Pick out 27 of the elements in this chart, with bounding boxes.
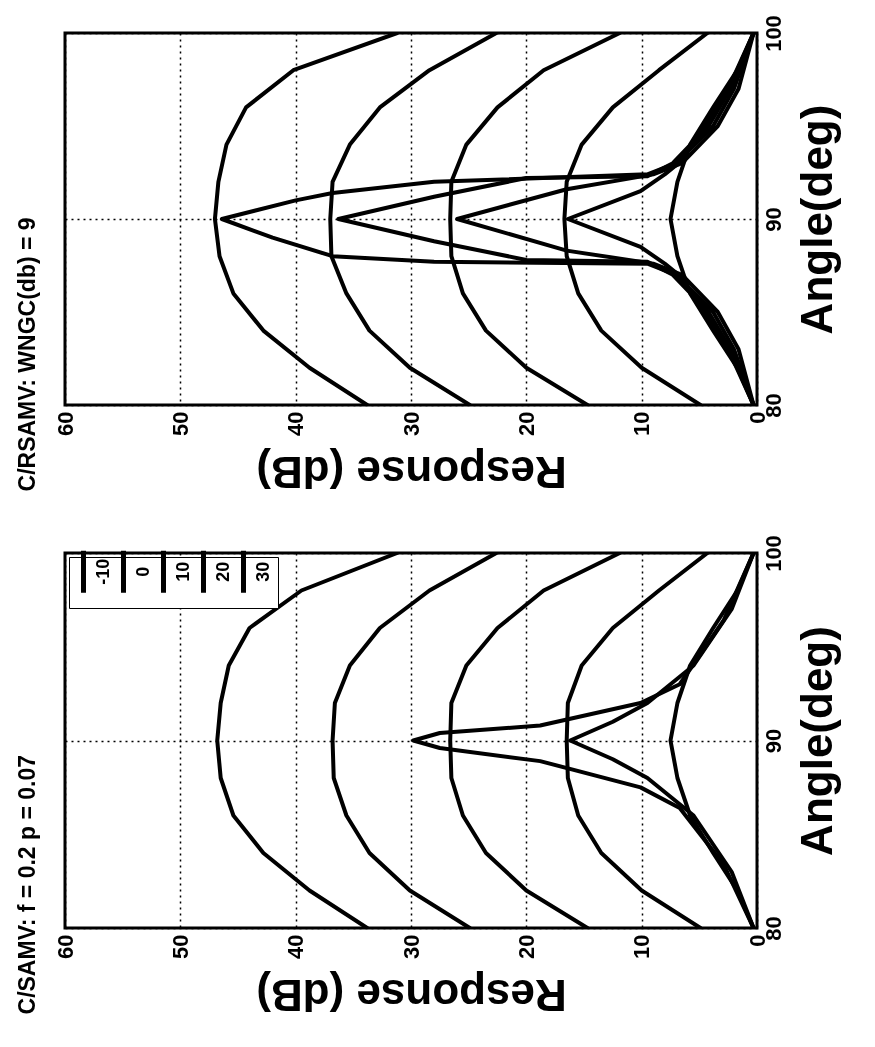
y-tick-label: 90 <box>760 728 786 754</box>
x-tick-label: 20 <box>513 411 539 436</box>
legend-label: 30 <box>253 561 273 582</box>
y-axis-title: Angle(deg) <box>791 104 841 335</box>
legend-label: 20 <box>213 561 233 582</box>
legend-label: -10 <box>93 558 113 585</box>
x-tick-label: 20 <box>513 934 539 959</box>
x-tick-label: 30 <box>398 934 424 959</box>
x-tick-label: 60 <box>52 934 78 959</box>
x-axis-title: Response (dB) <box>256 447 567 497</box>
text: C/SAMV: f = 0.2 p = 0.07 <box>14 754 40 1015</box>
legend-label: 0 <box>133 566 153 577</box>
y-axis-title: Angle(deg) <box>791 626 841 856</box>
legend-label: 10 <box>173 561 193 582</box>
x-tick-label: 50 <box>167 934 193 959</box>
x-axis-title: Response (dB) <box>256 970 567 1020</box>
x-tick-label: 40 <box>283 411 309 436</box>
x-tick-label: 30 <box>398 411 424 436</box>
x-tick-label: 40 <box>283 934 309 959</box>
y-tick-label: 100 <box>760 15 786 52</box>
x-tick-label: 50 <box>167 411 193 436</box>
y-tick-label: 90 <box>760 207 786 232</box>
x-tick-label: 10 <box>629 934 655 959</box>
text: C/RSAMV: WNGC(db) = 9 <box>14 217 40 492</box>
x-tick-label: 60 <box>52 411 78 436</box>
y-tick-label: 100 <box>760 535 786 572</box>
x-tick-label: 10 <box>629 411 655 436</box>
